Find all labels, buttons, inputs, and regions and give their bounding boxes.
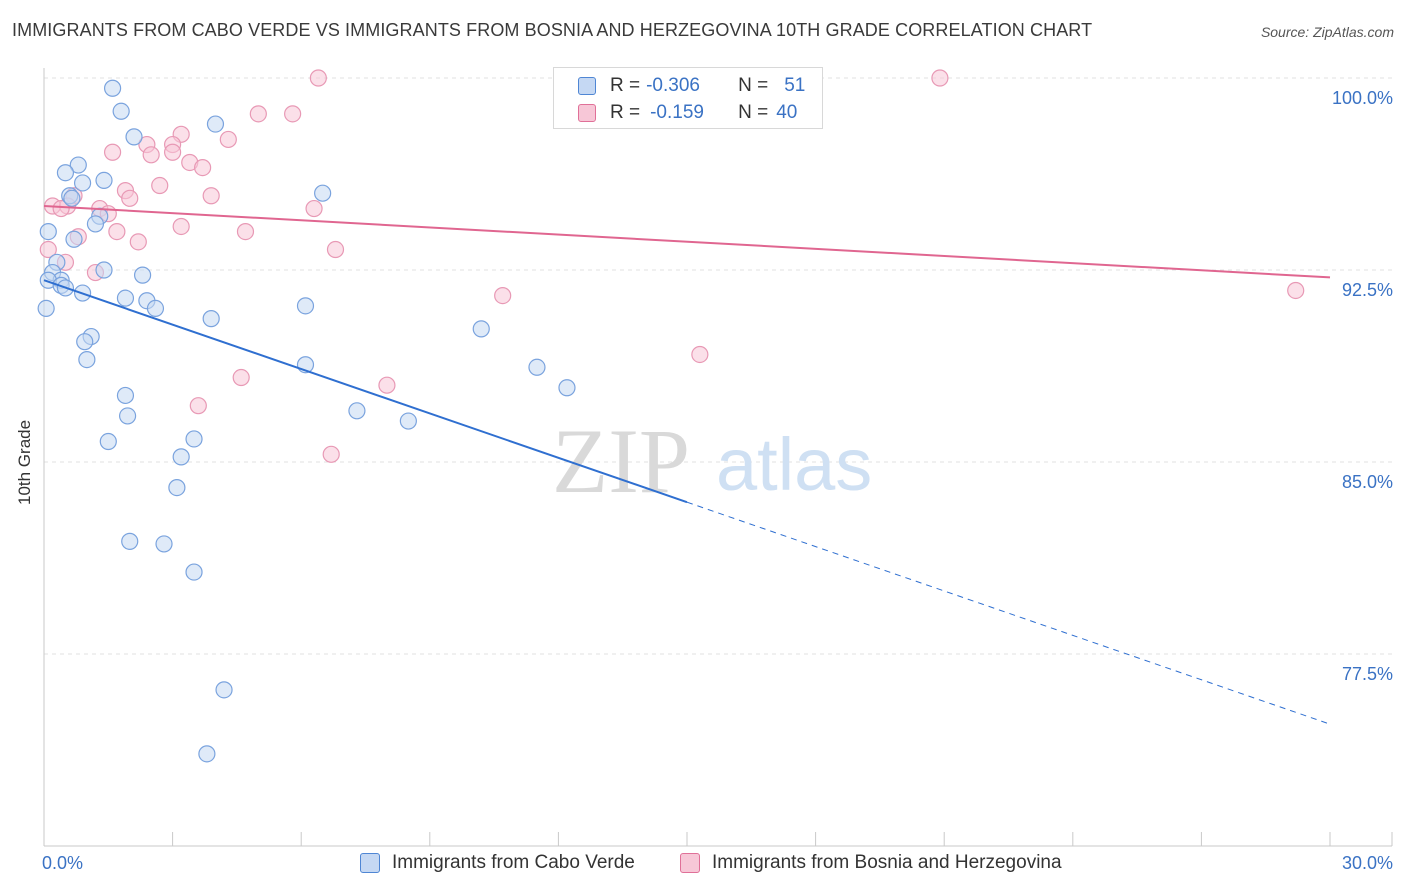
bosnia-point [39, 240, 57, 259]
bosnia-point [108, 223, 126, 241]
cabo-verde-point [95, 171, 113, 189]
cabo-verde-point [528, 358, 546, 376]
legend-row-cabo-verde: R = -0.306 N = 51 [578, 73, 805, 99]
cabo-verde-point [95, 261, 113, 279]
x-tick-label: 30.0% [1342, 853, 1393, 873]
cabo-verde-point [296, 297, 315, 315]
cabo-verde-point [125, 128, 143, 146]
cabo-verde-point [39, 223, 57, 241]
bosnia-trendline [43, 205, 1331, 279]
cabo-verde-point [146, 299, 165, 317]
bosnia-point [219, 130, 237, 149]
cabo-verde-point [202, 310, 220, 328]
chart-title: IMMIGRANTS FROM CABO VERDE VS IMMIGRANTS… [12, 20, 1093, 40]
bosnia-point [236, 223, 255, 241]
cabo-verde-point [133, 266, 152, 284]
bosnia-point [232, 368, 250, 387]
cabo-verde-point [116, 289, 135, 307]
cabo-verde-point [76, 333, 94, 351]
legend-r-label: R = [610, 75, 641, 96]
bosnia-point [194, 159, 212, 177]
cabo-verde-point [215, 681, 233, 699]
cabo-verde-point [37, 299, 55, 317]
legend-n-value: 40 [776, 102, 798, 123]
cabo-verde-point [185, 430, 203, 448]
source-label: Source: ZipAtlas.com [1260, 24, 1394, 40]
bosnia-point [326, 240, 345, 259]
series-legend: Immigrants from Cabo Verde Immigrants fr… [0, 852, 1406, 878]
bosnia-point [189, 397, 207, 415]
cabo-verde-point [472, 320, 490, 338]
cabo-verde-point [78, 351, 96, 369]
bosnia-point [103, 143, 122, 161]
cabo-verde-point [65, 230, 83, 248]
legend-item-cabo-verde[interactable]: Immigrants from Cabo Verde [360, 852, 635, 874]
cabo-verde-point [103, 79, 122, 97]
cabo-verde-point [399, 412, 417, 430]
legend-n-value: 51 [784, 75, 806, 96]
cabo-verde-point [56, 164, 75, 182]
cabo-verde-point [116, 386, 135, 405]
x-tick-label: 0.0% [42, 853, 83, 873]
bosnia-point [52, 199, 70, 218]
cabo-verde-point [86, 215, 105, 233]
blue-swatch-icon [360, 853, 380, 873]
y-tick-label: 100.0% [1332, 88, 1393, 108]
watermark-atlas: atlas [716, 423, 872, 506]
bosnia-point [378, 376, 396, 394]
bosnia-point [1287, 281, 1305, 300]
legend-r-value: -0.306 [646, 75, 700, 96]
legend-item-bosnia[interactable]: Immigrants from Bosnia and Herzegovina [680, 852, 1062, 874]
legend-r-value: -0.159 [650, 102, 704, 123]
y-tick-label: 92.5% [1342, 280, 1393, 300]
legend-row-bosnia: R = -0.159 N = 40 [578, 100, 797, 126]
bosnia-point [284, 105, 302, 123]
cabo-verde-point [63, 189, 81, 207]
bosnia-point [142, 146, 160, 164]
legend-item-label: Immigrants from Cabo Verde [392, 852, 635, 873]
y-tick-label: 85.0% [1342, 472, 1393, 492]
bosnia-point [164, 143, 182, 161]
bosnia-point [121, 189, 139, 207]
cabo-verde-point [185, 563, 203, 581]
bosnia-point [322, 445, 340, 463]
y-tick-label: 77.5% [1342, 664, 1393, 684]
y-axis-label: 10th Grade [15, 419, 34, 505]
bosnia-point [202, 187, 220, 205]
cabo-verde-point [198, 745, 216, 763]
cabo-verde-point [121, 532, 139, 550]
cabo-verde-trendline-extension [686, 501, 1331, 725]
cabo-verde-point [206, 115, 225, 133]
bosnia-point [931, 69, 949, 87]
bosnia-point [249, 105, 267, 123]
bosnia-point [129, 233, 147, 251]
pink-swatch-icon [680, 853, 700, 873]
bosnia-point [309, 69, 327, 87]
cabo-verde-point [99, 432, 117, 451]
correlation-legend: R = -0.306 N = 51 R = -0.159 N = 40 [553, 67, 823, 129]
legend-n-label: N = [738, 102, 769, 123]
cabo-verde-point [172, 448, 190, 466]
cabo-verde-point [558, 379, 576, 397]
cabo-verde-point [155, 535, 173, 553]
legend-r-label: R = [610, 102, 641, 123]
cabo-verde-point [168, 479, 186, 497]
cabo-verde-point [314, 184, 332, 202]
pink-swatch-icon [578, 104, 596, 122]
cabo-verde-point [73, 174, 92, 192]
bosnia-point [494, 287, 512, 305]
bosnia-point [305, 199, 323, 218]
cabo-verde-point [112, 102, 130, 120]
cabo-verde-point [118, 407, 137, 425]
cabo-verde-trendline [43, 279, 688, 504]
bosnia-point [691, 345, 709, 364]
legend-item-label: Immigrants from Bosnia and Herzegovina [712, 852, 1062, 873]
blue-swatch-icon [578, 77, 596, 95]
bosnia-point [172, 217, 190, 236]
bosnia-point [151, 176, 169, 195]
cabo-verde-point [69, 156, 87, 174]
cabo-verde-point [348, 402, 366, 420]
legend-n-label: N = [738, 75, 769, 96]
